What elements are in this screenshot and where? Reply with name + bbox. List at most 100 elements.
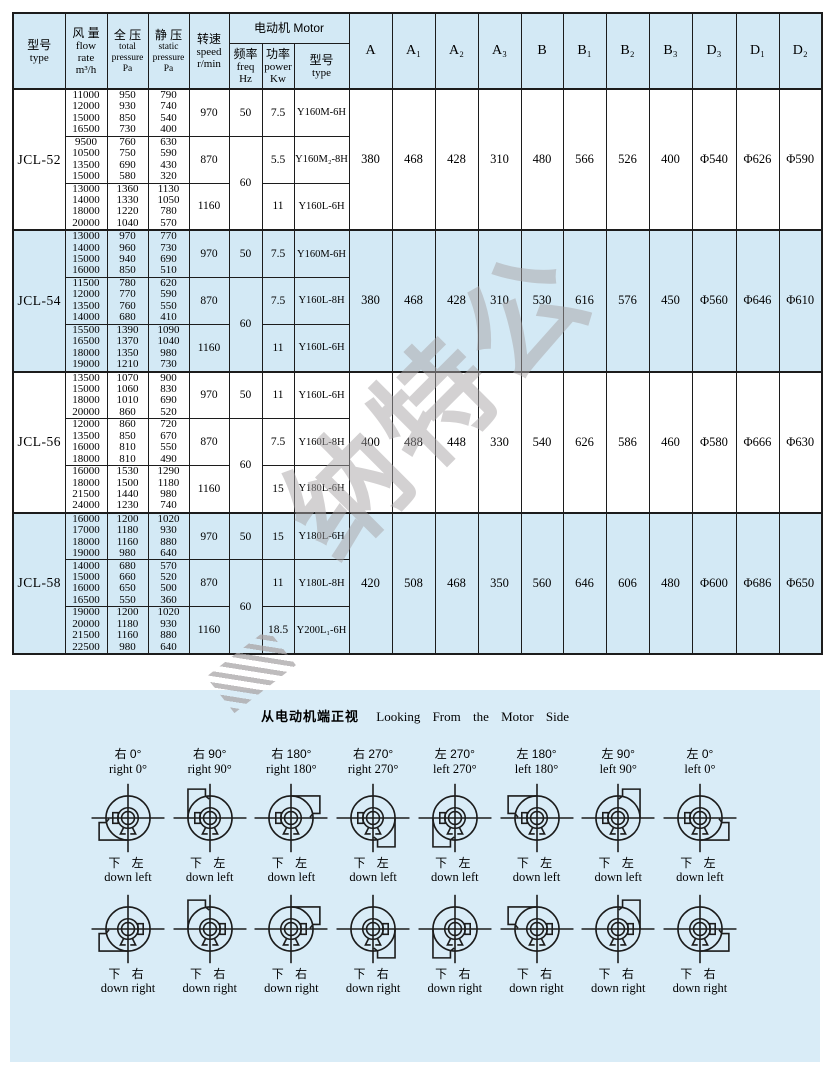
total-pressure-cell: 1200 1180 1160 980 [106,511,149,561]
total-pressure-cell: 970 960 940 850 [106,229,149,278]
static-pressure-cell: 620 590 550 410 [147,276,190,325]
down-left-label-en: down left [349,870,397,884]
motor-model-cell: Y160M₂-8H [293,135,350,184]
freq-cell: 50 [228,511,263,561]
dim-cell-0: 380 [348,87,393,231]
flow-cell: 16000 18000 21500 24000 [64,465,108,514]
dim-cell-9: Φ686 [735,511,780,655]
fan-column: 左 180° left 180° 下 左 down left 下 右 down … [497,747,577,995]
static-pressure-cell: 900 830 690 520 [147,370,190,420]
down-right-label-cn: 下 右 [435,967,475,981]
angle-label-en: left 90° [599,762,637,776]
table-row: 14000 15000 16000 16500 680 660 650 550 570 520 50… [13,559,822,655]
col-header-dim-5: B₁ [562,12,607,90]
power-cell: 11 [261,182,295,231]
dim-cell-6: 586 [605,370,650,514]
dim-cell-0: 400 [348,370,393,514]
dim-cell-2: 468 [434,511,479,655]
down-left-label-en: down left [676,870,724,884]
dim-cell-8: Φ540 [691,87,737,231]
col-header-motor-type: 型号 type [293,42,350,90]
dim-cell-3: 310 [477,87,522,231]
static-pressure-cell: 1020 930 880 640 [147,511,190,561]
down-left-label-cn: 下 左 [598,856,638,870]
down-right-label-en: down right [672,981,728,995]
angle-label-cn: 左 90° [601,747,635,761]
angle-label-en: left 0° [684,762,716,776]
flow-cell: 11000 12000 15000 16500 [64,87,108,137]
table-row: 12000 13500 16000 18000 860 850 810 810 720 670 55… [13,418,822,514]
motor-model-cell: Y160M-6H [293,229,350,278]
angle-label-en: left 180° [514,762,559,776]
flow-cell: 9500 10500 13500 15000 [64,135,108,184]
flow-cell: 12000 13500 16000 18000 [64,418,108,467]
fan-orientation-diagram [500,894,573,964]
flow-cell: 14000 15000 16000 16500 [64,559,108,608]
freq-cell: 50 [228,87,263,137]
motor-model-cell: Y180L-6H [293,465,350,514]
model-name: JCL-54 [12,229,66,373]
dim-cell-1: 488 [391,370,436,514]
dim-cell-9: Φ626 [735,87,780,231]
down-left-label-cn: 下 左 [516,856,557,870]
dim-cell-2: 428 [434,229,479,373]
freq-cell: 60 [228,135,263,231]
angle-label-en: right 90° [187,762,232,776]
table-row: 13000 14000 18000 20000 1360 1330 1220 1040 1130… [13,182,822,231]
fan-column: 左 270° left 270° 下 左 down left 下 右 down … [415,747,495,995]
flow-cell: 13000 14000 15000 16000 [64,229,108,278]
down-right-label-cn: 下 右 [680,967,720,981]
static-pressure-cell: 570 520 500 360 [147,559,190,608]
fan-orientation-diagram [336,894,410,964]
fan-orientation-diagram [173,894,247,964]
dim-cell-5: 566 [562,87,607,231]
total-pressure-cell: 1070 1060 1010 860 [106,370,149,420]
total-pressure-cell: 950 930 850 730 [106,87,149,137]
power-cell: 7.5 [261,87,295,137]
total-pressure-cell: 680 660 650 550 [106,559,149,608]
static-pressure-cell: 720 670 550 490 [147,418,190,467]
dim-cell-4: 560 [520,511,564,655]
table-row: 16000 18000 21500 24000 1530 1500 1440 1230 1290… [13,465,822,514]
down-right-label-en: down right [182,981,237,995]
static-pressure-cell: 790 740 540 400 [147,87,190,137]
down-left-label-cn: 下 左 [680,856,720,870]
speed-cell: 970 [188,229,230,278]
static-pressure-cell: 1020 930 880 640 [147,606,190,655]
motor-model-cell: Y160L-8H [293,418,350,467]
fan-orientation-grid: 右 0° right 0° 下 左 down left 下 右 down rig… [88,747,740,995]
table-row: 9500 10500 13500 15000 760 750 690 580 630 590 430… [13,135,822,231]
fan-orientation-diagram [418,783,492,853]
power-cell: 11 [261,370,295,420]
panel-title-cn: 从电动机端正视 [261,709,360,724]
col-header-dim-8: D₃ [691,12,737,90]
fan-column: 右 0° right 0° 下 左 down left 下 右 down rig… [88,747,168,995]
down-right-label-en: down right [264,981,319,995]
down-right-label-en: down right [100,981,156,995]
angle-label-en: right 0° [109,762,147,776]
power-cell: 11 [261,559,295,608]
col-header-dim-7: B₃ [648,12,693,90]
fan-column: 右 180° right 180° 下 左 down left 下 右 down… [251,747,331,995]
down-left-label-en: down left [512,870,561,884]
col-header-type: 型号 type [12,12,66,90]
col-header-static-pressure: 静 压 static pressure Pa [147,12,190,90]
flow-cell: 13000 14000 18000 20000 [64,182,108,231]
dim-cell-7: 460 [648,370,693,514]
dim-cell-1: 508 [391,511,436,655]
down-left-label-en: down left [104,870,152,884]
angle-label-cn: 左 180° [516,747,557,761]
total-pressure-cell: 1530 1500 1440 1230 [106,465,149,514]
down-left-label-cn: 下 左 [435,856,475,870]
down-left-label-en: down left [431,870,479,884]
panel-title-en: Looking From the Motor Side [376,709,569,724]
speed-cell: 1160 [188,182,230,231]
dim-cell-4: 530 [520,229,564,373]
power-cell: 7.5 [261,229,295,278]
fan-orientation-diagram [500,783,573,853]
static-pressure-cell: 770 730 690 510 [147,229,190,278]
down-right-label-cn: 下 右 [108,967,148,981]
dim-cell-3: 310 [477,229,522,373]
angle-label-en: right 270° [347,762,399,776]
